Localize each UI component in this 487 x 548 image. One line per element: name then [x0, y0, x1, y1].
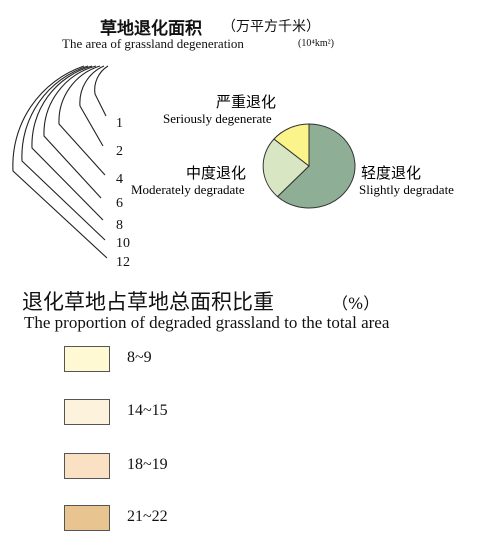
- legend-swatch-8-9: [64, 346, 110, 372]
- ring-12: [12, 65, 108, 259]
- ring-label-8: 8: [116, 218, 123, 233]
- pie-segment-slightly: [276, 123, 356, 209]
- pie-segment-moderately: [262, 138, 310, 198]
- pie-label-serious-en: Seriously degenerate: [163, 111, 272, 126]
- legend-label-8-9: 8~9: [127, 349, 152, 366]
- ring-label-4: 4: [116, 172, 123, 187]
- pie-label-slight-cn: 轻度退化: [361, 164, 421, 182]
- ring-1: [94, 65, 109, 117]
- legend-label-21-22: 21~22: [127, 508, 168, 525]
- legend-swatch-18-19: [64, 453, 110, 479]
- ring-2: [79, 65, 105, 147]
- legend-swatch-21-22: [64, 505, 110, 531]
- legend-label-14-15: 14~15: [127, 402, 168, 419]
- area-rings-and-pie: 1 2 4 6 8 10 12 严重退化 Seriously degenerat…: [12, 65, 454, 270]
- ring-label-12: 12: [116, 255, 130, 270]
- pie-label-moderate-en: Moderately degradate: [131, 182, 245, 197]
- legend-swatch-14-15: [64, 399, 110, 425]
- ring-label-1: 1: [116, 116, 123, 131]
- ring-8: [31, 65, 104, 221]
- proportion-legend-title-cn: 退化草地占草地总面积比重: [22, 290, 274, 314]
- ring-6: [43, 65, 102, 199]
- proportion-legend-unit: （%）: [332, 294, 380, 313]
- proportion-legend-title-en: The proportion of degraded grassland to …: [24, 313, 390, 332]
- pie-segment-seriously: [273, 123, 310, 168]
- area-legend-title-cn: 草地退化面积: [100, 19, 202, 39]
- area-legend-title-en: The area of grassland degeneration: [62, 36, 244, 51]
- legend-label-18-19: 18~19: [127, 456, 168, 473]
- ring-label-2: 2: [116, 144, 123, 159]
- area-legend-unit-en: (10⁴km²): [298, 38, 334, 49]
- ring-label-10: 10: [116, 236, 130, 251]
- ring-4: [58, 65, 106, 176]
- pie-label-serious-cn: 严重退化: [216, 93, 276, 111]
- pie-label-slight-en: Slightly degradate: [359, 182, 454, 197]
- pie-label-moderate-cn: 中度退化: [186, 164, 246, 182]
- ring-10: [21, 65, 106, 241]
- area-legend-unit-cn: （万平方千米）: [222, 19, 320, 35]
- ring-label-6: 6: [116, 196, 123, 211]
